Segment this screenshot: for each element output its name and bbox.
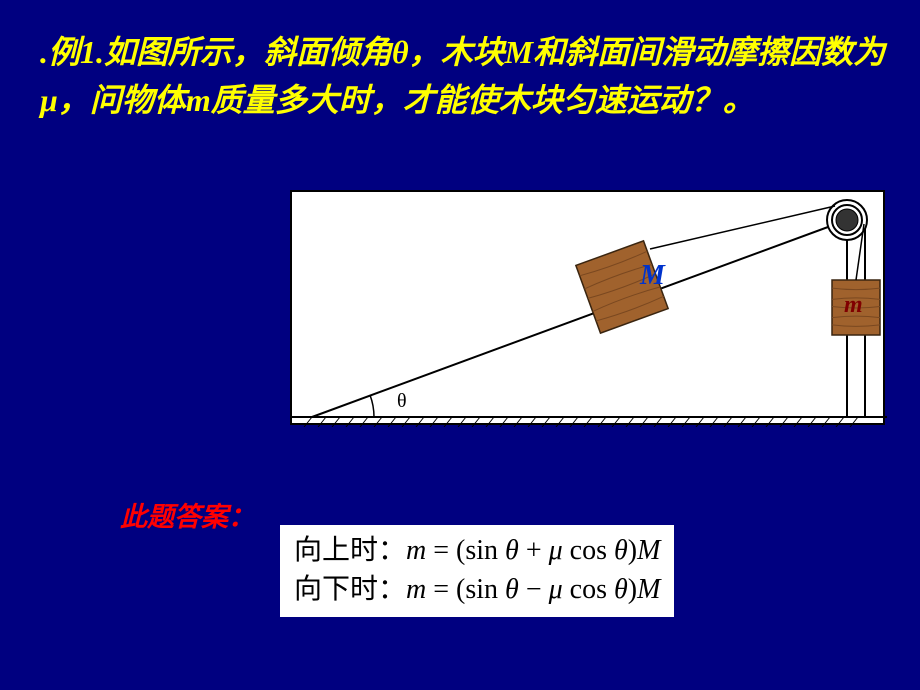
ans2-M: M [637, 574, 660, 605]
ans1-lhs: m [406, 535, 426, 566]
ans2-theta1: θ [505, 574, 519, 605]
var-mu: μ [40, 82, 58, 118]
ans2-theta2: θ [614, 574, 628, 605]
var-m: m [186, 82, 211, 118]
ans1-theta2: θ [614, 535, 628, 566]
ans1-M: M [637, 535, 660, 566]
ans1-cos: cos [563, 535, 614, 566]
diagram-svg [292, 192, 887, 427]
ans2-close: ) [628, 574, 637, 605]
ans1-close: ) [628, 535, 637, 566]
problem-mid4: 质量多大时，才能使木块匀速运动？。 [211, 82, 755, 118]
ans2-prefix: 向下时： [294, 574, 406, 605]
block-m-label: m [844, 292, 863, 319]
ans1-op: + [519, 535, 549, 566]
var-theta: θ [392, 34, 409, 70]
ans2-lhs: m [406, 574, 426, 605]
ans1-theta1: θ [505, 535, 519, 566]
physics-diagram: M m θ [290, 190, 885, 425]
ans1-open: = (sin [426, 535, 505, 566]
answer-label: 此题答案： [120, 495, 255, 534]
answer-line-up: 向上时：m = (sin θ + μ cos θ)M [294, 531, 660, 570]
ans1-mu: μ [549, 535, 563, 566]
block-M-label: M [640, 260, 665, 292]
problem-mid2: 和斜面间滑动摩擦因数为 [533, 34, 885, 70]
ans1-prefix: 向上时： [294, 535, 406, 566]
problem-prefix: .例1.如图所示，斜面倾角 [40, 34, 392, 70]
ans2-cos: cos [563, 574, 614, 605]
problem-mid3: ，问物体 [58, 82, 186, 118]
theta-label: θ [397, 390, 407, 413]
problem-statement: .例1.如图所示，斜面倾角θ，木块M和斜面间滑动摩擦因数为 μ，问物体m质量多大时… [40, 28, 890, 124]
answer-line-down: 向下时：m = (sin θ − μ cos θ)M [294, 570, 660, 609]
ans2-op: − [519, 574, 549, 605]
ans2-mu: μ [549, 574, 563, 605]
var-M: M [505, 34, 533, 70]
ans2-open: = (sin [426, 574, 505, 605]
problem-mid1: ，木块 [409, 34, 505, 70]
answer-box: 向上时：m = (sin θ + μ cos θ)M 向下时：m = (sin … [280, 525, 674, 617]
